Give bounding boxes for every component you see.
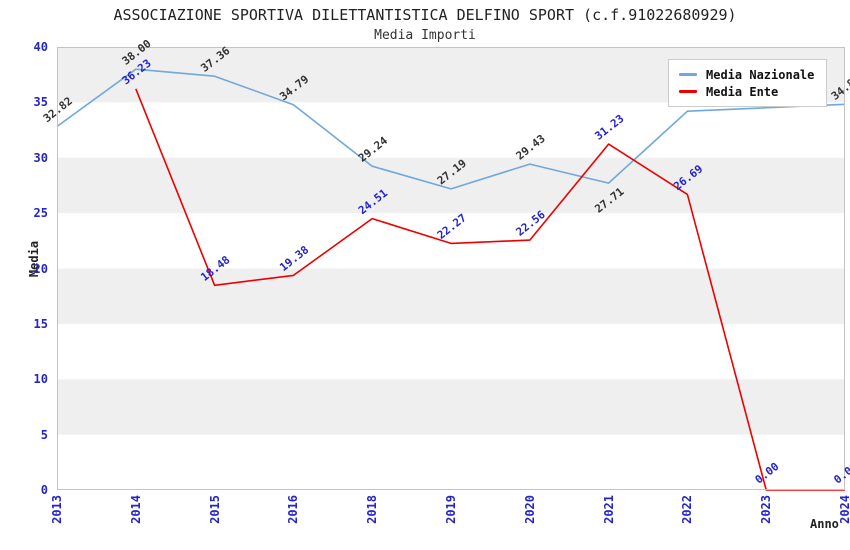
y-tick-label: 5 <box>40 427 48 442</box>
x-tick-label: 2018 <box>365 495 380 524</box>
x-axis-title: Anno <box>810 517 839 531</box>
legend: Media Nazionale Media Ente <box>668 59 828 107</box>
legend-item-media-nazionale: Media Nazionale <box>679 66 814 83</box>
chart-title: ASSOCIAZIONE SPORTIVA DILETTANTISTICA DE… <box>113 6 737 24</box>
point-label: 22.27 <box>435 211 469 242</box>
media-nazionale-line-swatch <box>679 73 697 76</box>
legend-label-media-ente: Media Ente <box>706 84 779 99</box>
y-tick-label: 25 <box>33 206 48 221</box>
media-ente-line-swatch <box>679 90 697 93</box>
x-tick-label: 2022 <box>680 495 695 524</box>
x-tick-label: 2021 <box>601 495 616 524</box>
y-tick-label: 30 <box>33 150 48 165</box>
point-label: 31.23 <box>592 112 626 143</box>
chart-subtitle: Media Importi <box>374 28 476 43</box>
y-tick-label: 20 <box>33 261 48 276</box>
plot-area: 32.82 38.00 37.36 34.79 29.24 27.19 29.43 27.71… <box>41 37 850 491</box>
x-tick-label: 2013 <box>50 495 64 524</box>
x-tick-label: 2024 <box>838 495 850 524</box>
y-tick-label: 15 <box>33 316 48 331</box>
y-tick-label: 35 <box>33 95 48 110</box>
x-tick-label: 2015 <box>207 495 222 524</box>
legend-label-media-nazionale: Media Nazionale <box>706 67 815 82</box>
y-tick-label: 40 <box>33 40 48 54</box>
legend-item-media-ente: Media Ente <box>679 83 814 100</box>
x-tick-label: 2016 <box>286 495 301 524</box>
y-tick-label: 10 <box>33 372 48 387</box>
y-tick-label: 0 <box>40 483 48 497</box>
x-tick-label: 2019 <box>444 495 458 524</box>
point-label: 0.00 <box>831 460 850 487</box>
x-tick-label: 2014 <box>128 495 143 524</box>
x-tick-label: 2023 <box>759 495 774 524</box>
x-tick-label: 2020 <box>522 495 537 524</box>
point-label: 0.00 <box>753 460 782 487</box>
